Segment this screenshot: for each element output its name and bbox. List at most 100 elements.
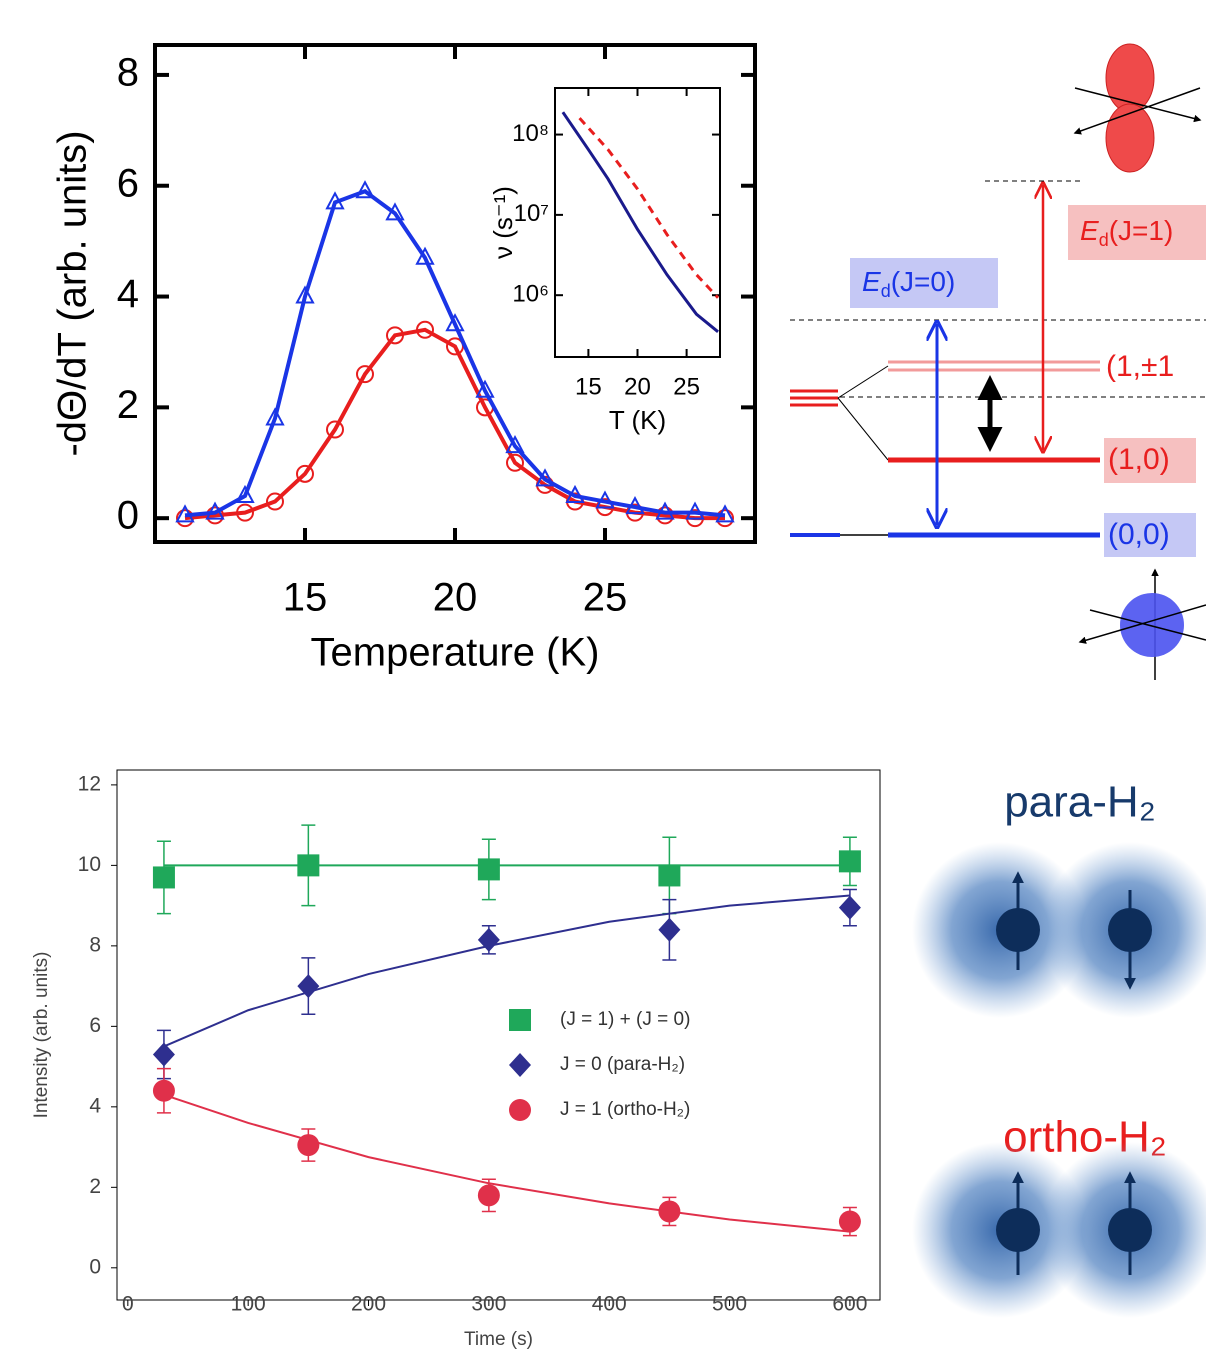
marker-triangle [715,504,735,523]
marker-triangle [205,501,225,520]
molecules: para-H₂ ortho-H₂ [912,778,1206,1318]
marker-circle [236,503,254,522]
marker-triangle [265,407,285,426]
y-tick-label: 0 [117,494,139,538]
para-label: para-H₂ [1004,778,1156,827]
marker-diamond [477,927,500,952]
marker-triangle [445,313,465,332]
marker-circle [152,1079,175,1102]
y-tick-label: 4 [89,1094,101,1117]
marker-diamond [297,974,320,999]
energy-label: Ed(J=1) [1080,215,1173,249]
marker-triangle [235,484,255,504]
plot-frame [116,769,881,1301]
series-line [163,1093,851,1233]
series-line [561,111,719,333]
marker-square [297,854,320,877]
marker-circle [296,464,314,483]
y-axis-label: ν (s⁻¹) [488,186,518,259]
x-tick-label: 20 [624,373,651,400]
y-tick-label: 2 [117,383,139,427]
marker-triangle [685,501,705,520]
x-axis-label: T (K) [609,405,666,435]
marker-circle [477,1184,500,1207]
y-tick-label: 6 [89,1014,101,1037]
subscript: d [1099,230,1109,250]
marker-triangle [625,495,645,515]
label-box [1104,513,1196,557]
chart: 10⁶ 10⁷ 10⁸ 15 20 25 ν (s⁻¹) T (K) [488,87,721,435]
x-tick-label: 600 [832,1293,867,1316]
symbol: E [1080,215,1099,246]
marker-triangle [535,468,555,487]
level-label: (1,0) [1108,443,1170,476]
y-tick-label: 2 [89,1175,101,1198]
x-tick-label: 200 [351,1293,386,1316]
plot-frame [554,87,721,358]
x-tick-label: 400 [592,1293,627,1316]
level-label: (0,0) [1108,518,1170,551]
y-tick-label: 10 [78,853,101,876]
x-axis-label: Time (s) [464,1329,533,1349]
chart: 0 2 4 6 8 15 20 25 -dΘ/dT (arb. units) Temperatur… [51,43,757,675]
marker-triangle [505,435,525,454]
marker-circle [297,1134,320,1157]
marker-circle [356,365,374,384]
x-tick-label: 20 [433,576,478,620]
energy-label: Ed(J=0) [862,266,955,300]
x-tick-label: 15 [283,576,328,620]
chart: 0 2 4 6 8 10 12 0 100 200 300 400 500 600 Intensity (a… [31,769,881,1349]
y-tick-label: 8 [89,933,101,956]
marker-triangle [295,285,315,304]
marker-circle [176,509,194,528]
label-box [1104,438,1196,483]
x-tick-label: 300 [471,1293,506,1316]
marker-circle [716,509,734,528]
marker-triangle [355,180,375,199]
y-axis-label: -dΘ/dT (arb. units) [51,130,95,456]
subscript: d [881,281,891,301]
marker-circle [658,1200,681,1223]
marker-circle [326,420,344,439]
x-tick-label: 15 [575,373,602,400]
marker-circle [838,1210,861,1233]
legend-label: (J = 1) + (J = 0) [560,1009,690,1030]
legend-label: J = 0 (para-H₂) [560,1054,685,1075]
legend-marker [509,1053,531,1077]
y-tick-label: 10⁸ [512,120,549,147]
series-line [578,117,720,299]
axis-arrow [1073,87,1201,135]
energy-diagram: Ed(J=1) Ed(J=0) (1,±1 (1,0) (0,0) [790,43,1206,680]
marker-circle [656,506,674,525]
level-label: (1,±1 [1106,350,1174,383]
connector [837,397,889,461]
marker-triangle [175,504,195,523]
marker-circle [506,453,524,472]
series-line [184,189,726,518]
series-line [163,894,850,1048]
legend-marker [509,1099,531,1121]
marker-triangle [565,484,585,504]
marker-square [838,850,861,873]
y-tick-label: 4 [117,272,139,316]
y-tick-label: 12 [78,772,101,795]
x-tick-label: 25 [583,576,628,620]
marker-triangle [325,191,345,210]
marker-triangle [595,490,615,509]
marker-square [152,866,175,889]
y-axis-label: Intensity (arb. units) [31,952,52,1119]
y-tick-label: 8 [117,50,139,94]
marker-circle [416,320,434,339]
marker-circle [386,326,404,345]
argument: (J=1) [1109,215,1174,246]
plot-frame [153,43,757,544]
marker-triangle [415,246,435,265]
marker-circle [206,506,224,525]
marker-triangle [655,501,675,520]
marker-triangle [385,202,405,221]
axis-arrow [1089,609,1206,641]
marker-diamond [152,1042,175,1067]
marker-diamond [658,917,681,942]
y-tick-label: 6 [117,161,139,205]
